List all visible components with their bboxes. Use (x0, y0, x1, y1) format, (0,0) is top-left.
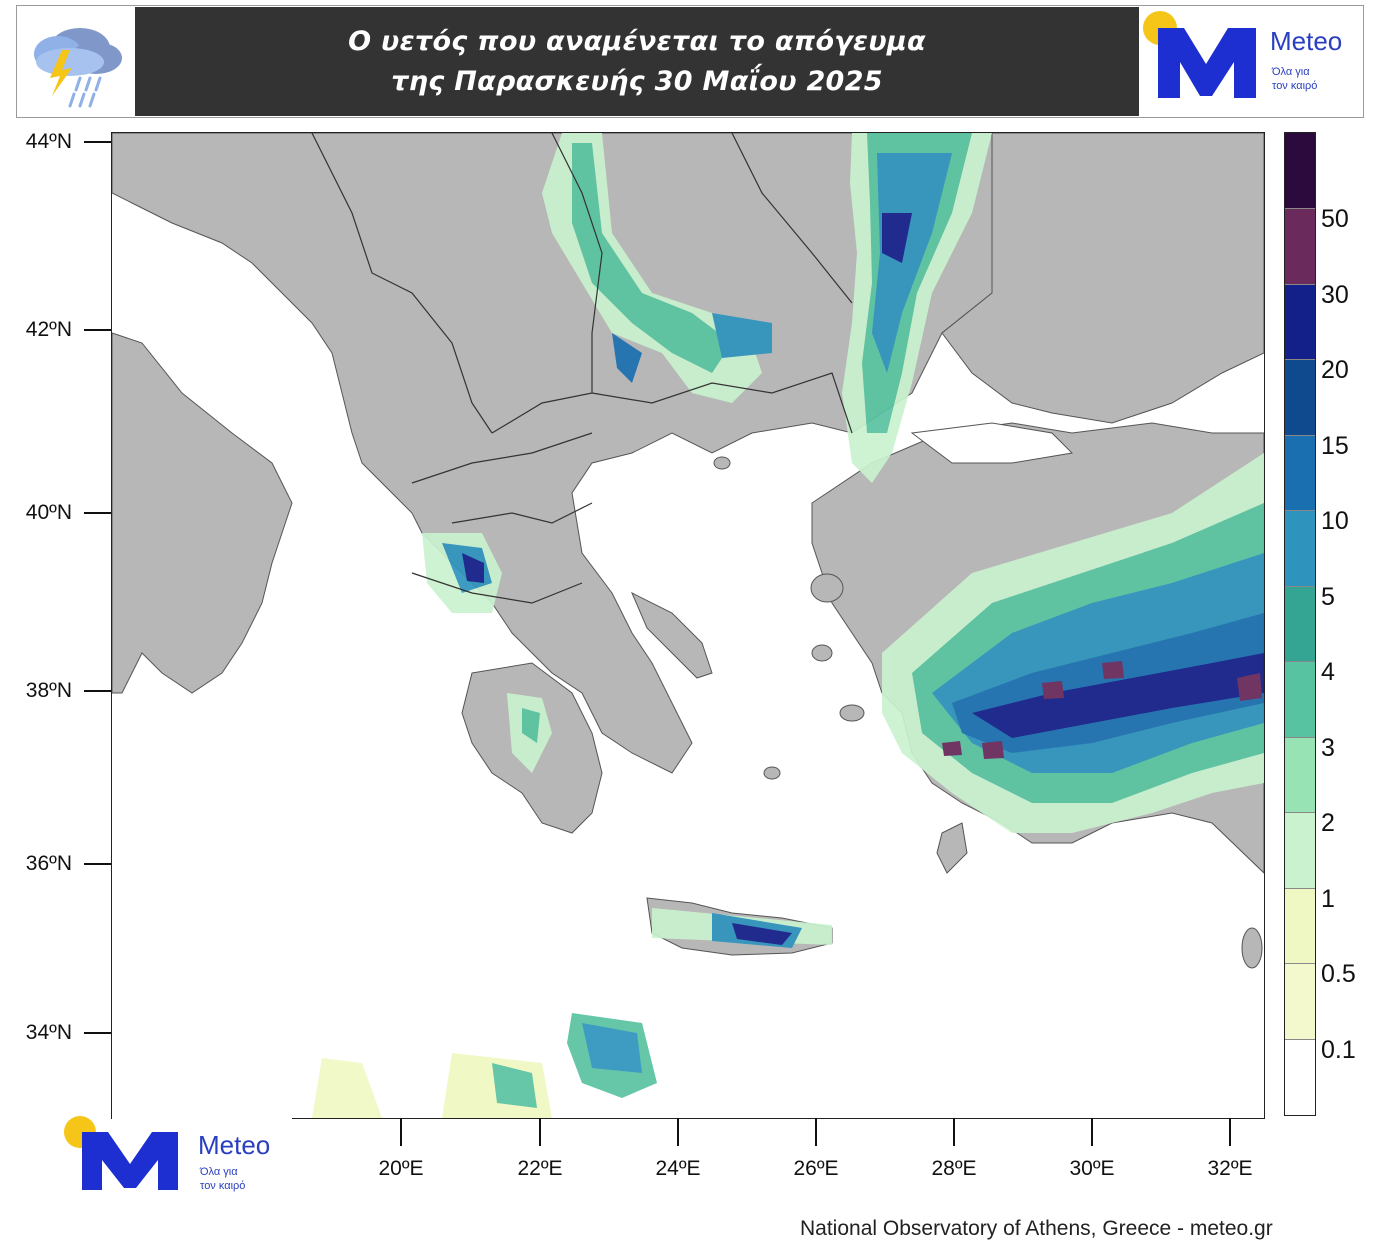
logo-tagline-2: τον καιρό (1272, 80, 1318, 92)
lon-label-26: 26ºE (793, 1157, 839, 1180)
title-line-2: της Παρασκευής 30 Μαΐου 2025 (391, 65, 883, 97)
lat-label-34: 34ºN (25, 1021, 72, 1044)
colorbar-segment (1285, 359, 1315, 435)
colorbar-label-3: 3 (1321, 734, 1335, 762)
colorbar-segment (1285, 510, 1315, 586)
lon-tick (815, 1118, 817, 1146)
meteo-logo-top: Meteo Όλα για τον καιρό (1140, 6, 1362, 114)
logo-wordmark: Meteo (198, 1130, 271, 1160)
lat-tick (84, 690, 111, 692)
lat-tick (84, 863, 111, 865)
colorbar-label-15: 15 (1321, 432, 1349, 460)
meteo-logo-bottom: Meteo Όλα για τον καιρό (58, 1112, 290, 1202)
lat-tick (84, 329, 111, 331)
credit-text: National Observatory of Athens, Greece -… (800, 1217, 1273, 1240)
lon-label-22: 22ºE (517, 1157, 563, 1180)
lat-tick (84, 1032, 111, 1034)
logo-tagline-1: Όλα για (200, 1166, 238, 1178)
colorbar-segment (1285, 737, 1315, 812)
colorbar-label-1: 1 (1321, 885, 1335, 913)
colorbar-segment (1285, 435, 1315, 510)
lat-label-40: 40ºN (25, 501, 72, 524)
lon-tick (539, 1118, 541, 1146)
colorbar-label-4: 4 (1321, 658, 1335, 686)
lon-tick (1091, 1118, 1093, 1146)
lat-tick (84, 141, 111, 143)
lat-label-44: 44ºN (25, 130, 72, 153)
colorbar-segment (1285, 208, 1315, 284)
lon-tick (1229, 1118, 1231, 1146)
logo-wordmark: Meteo (1270, 26, 1343, 56)
lon-tick (953, 1118, 955, 1146)
colorbar-segment (1285, 284, 1315, 359)
title-line-1: Ο υετός που αναμένεται το απόγευμα (348, 25, 926, 57)
rain-cloud-icon (22, 12, 130, 110)
lat-label-36: 36ºN (25, 852, 72, 875)
colorbar-segment (1285, 812, 1315, 888)
lon-tick (400, 1118, 402, 1146)
lat-label-38: 38ºN (25, 679, 72, 702)
colorbar-segment (1285, 133, 1315, 208)
colorbar-label-10: 10 (1321, 507, 1349, 535)
title-banner: Ο υετός που αναμένεται το απόγευμα της Π… (135, 7, 1139, 116)
colorbar-segment (1285, 661, 1315, 737)
lon-label-24: 24ºE (655, 1157, 701, 1180)
logo-tagline-1: Όλα για (1272, 66, 1310, 78)
lon-label-32: 32ºE (1207, 1157, 1253, 1180)
colorbar-label-0-5: 0.5 (1321, 960, 1356, 988)
colorbar-segment (1285, 963, 1315, 1039)
lat-label-42: 42ºN (25, 318, 72, 341)
colorbar-label-50: 50 (1321, 205, 1349, 233)
logo-tagline-2: τον καιρό (200, 1180, 246, 1192)
colorbar-label-20: 20 (1321, 356, 1349, 384)
colorbar-segment (1285, 586, 1315, 661)
precipitation-colorbar (1284, 132, 1316, 1116)
colorbar-label-30: 30 (1321, 281, 1349, 309)
colorbar-label-2: 2 (1321, 809, 1335, 837)
colorbar-label-0-1: 0.1 (1321, 1036, 1356, 1064)
lon-tick (677, 1118, 679, 1146)
precipitation-map (112, 133, 1264, 1118)
lon-label-30: 30ºE (1069, 1157, 1115, 1180)
lon-label-28: 28ºE (931, 1157, 977, 1180)
colorbar-segment (1285, 888, 1315, 963)
lat-tick (84, 512, 111, 514)
colorbar-segment (1285, 1039, 1315, 1115)
colorbar-label-5: 5 (1321, 583, 1335, 611)
lon-label-20: 20ºE (378, 1157, 424, 1180)
